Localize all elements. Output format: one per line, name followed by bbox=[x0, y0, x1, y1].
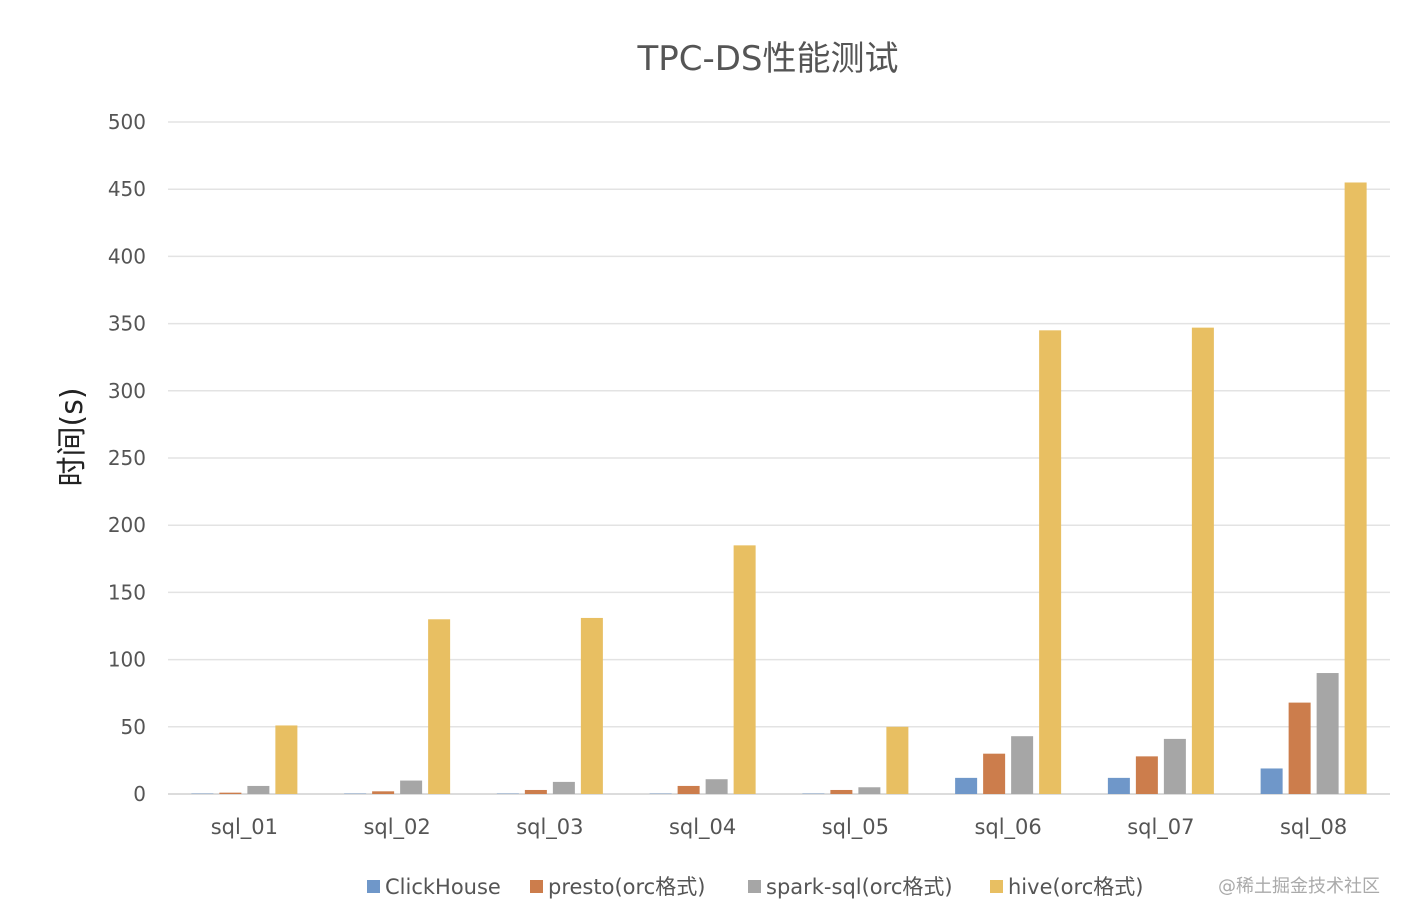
bar-sql_08-series-2 bbox=[1288, 702, 1311, 794]
bar-sql_04-series-3 bbox=[705, 779, 728, 794]
bar-sql_03-series-3 bbox=[552, 781, 575, 794]
bar-sql_05-series-3 bbox=[858, 787, 881, 794]
legend-swatch bbox=[530, 880, 543, 893]
y-axis-title: 时间(s) bbox=[55, 387, 90, 486]
bar-sql_07-series-2 bbox=[1135, 756, 1158, 794]
y-tick-label: 200 bbox=[108, 513, 146, 537]
y-tick-label: 0 bbox=[133, 782, 146, 806]
legend-label: spark-sql(orc格式) bbox=[766, 875, 953, 899]
x-tick-label: sql_04 bbox=[669, 815, 736, 840]
y-tick-label: 100 bbox=[108, 648, 146, 672]
x-tick-label: sql_06 bbox=[974, 815, 1041, 840]
bars bbox=[191, 182, 1367, 795]
legend-label: ClickHouse bbox=[385, 875, 501, 899]
y-tick-label: 50 bbox=[121, 715, 146, 739]
legend-swatch bbox=[990, 880, 1003, 893]
legend-swatch bbox=[367, 880, 380, 893]
legend-label: presto(orc格式) bbox=[548, 875, 705, 899]
bar-sql_07-series-1 bbox=[1107, 777, 1130, 794]
x-tick-label: sql_03 bbox=[516, 815, 583, 840]
gridlines bbox=[168, 121, 1390, 795]
y-tick-label: 450 bbox=[108, 177, 146, 201]
x-tick-label: sql_01 bbox=[211, 815, 278, 840]
y-tick-label: 400 bbox=[108, 244, 146, 268]
bar-sql_08-series-3 bbox=[1316, 673, 1339, 794]
bar-sql_06-series-3 bbox=[1011, 736, 1034, 794]
y-axis-label: 时间(s) bbox=[55, 387, 90, 486]
bar-sql_06-series-4 bbox=[1039, 330, 1062, 794]
legend: ClickHouse presto(orc格式) spark-sql(orc格式) h… bbox=[367, 875, 1143, 899]
x-tick-label: sql_05 bbox=[822, 815, 889, 840]
y-tick-label: 350 bbox=[108, 312, 146, 336]
y-tick-label: 150 bbox=[108, 580, 146, 604]
legend-swatch bbox=[748, 880, 761, 893]
bar-sql_01-series-2 bbox=[219, 792, 242, 794]
watermark: @稀土掘金技术社区 bbox=[1218, 876, 1380, 897]
bar-sql_04-series-2 bbox=[677, 785, 700, 794]
bar-sql_04-series-4 bbox=[733, 545, 756, 794]
x-tick-label: sql_07 bbox=[1127, 815, 1194, 840]
bar-sql_07-series-4 bbox=[1191, 327, 1214, 794]
bar-sql_03-series-2 bbox=[524, 789, 547, 794]
bar-sql_01-series-3 bbox=[247, 785, 270, 794]
chart-title: TPC-DS性能测试 bbox=[636, 39, 898, 79]
bar-sql_06-series-2 bbox=[983, 753, 1006, 794]
bar-sql_02-series-2 bbox=[372, 791, 395, 794]
x-tick-label: sql_02 bbox=[363, 815, 430, 840]
bar-sql_08-series-4 bbox=[1344, 182, 1367, 795]
x-axis-ticks: sql_01 sql_02 sql_03 sql_04 sql_05 sql_06 sql_… bbox=[211, 815, 1348, 840]
y-tick-label: 300 bbox=[108, 379, 146, 403]
y-axis-ticks: 0 50 100 150 200 250 300 350 400 450 500 bbox=[108, 110, 146, 806]
bar-sql_02-series-4 bbox=[428, 619, 451, 794]
y-tick-label: 500 bbox=[108, 110, 146, 134]
bar-sql_01-series-4 bbox=[275, 725, 298, 794]
x-tick-label: sql_08 bbox=[1280, 815, 1347, 840]
bar-sql_05-series-4 bbox=[886, 726, 909, 794]
bar-sql_05-series-2 bbox=[830, 789, 853, 794]
y-tick-label: 250 bbox=[108, 446, 146, 470]
bar-sql_07-series-3 bbox=[1163, 738, 1186, 794]
legend-label: hive(orc格式) bbox=[1008, 875, 1143, 899]
bar-sql_03-series-4 bbox=[580, 617, 603, 794]
bar-sql_08-series-1 bbox=[1260, 768, 1283, 794]
bar-sql_06-series-1 bbox=[955, 777, 978, 794]
bar-sql_02-series-3 bbox=[400, 780, 423, 794]
